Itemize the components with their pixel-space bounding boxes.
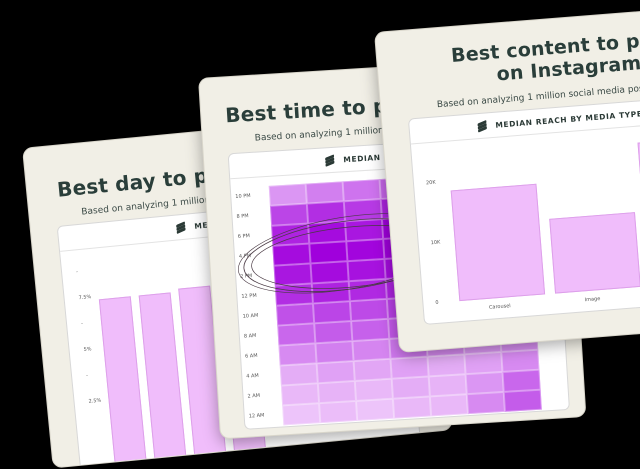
x-tick-label: W — [374, 424, 380, 430]
buffer-logo-icon — [175, 220, 187, 234]
heatmap-cell — [465, 371, 504, 395]
heatmap-cell — [353, 358, 392, 381]
y-tick-label: 5% — [83, 346, 92, 354]
y-tick-label: - — [85, 372, 89, 379]
heatmap-cell — [316, 361, 355, 384]
best-content-card: Best content to pos on Instagram Based o… — [374, 6, 640, 354]
reach-bar — [450, 183, 546, 302]
y-tick-label: 6 AM — [244, 352, 258, 360]
y-tick-label: 12 AM — [248, 412, 265, 420]
heatmap-cell — [319, 400, 358, 424]
heatmap-cell — [352, 338, 391, 362]
heatmap-cell — [503, 389, 542, 412]
x-tick-label: M — [300, 429, 305, 430]
heatmap-cell — [429, 394, 469, 417]
heatmap-cell — [356, 398, 395, 421]
heatmap-cell — [464, 351, 503, 375]
heatmap-cell — [280, 383, 320, 406]
y-tick-label: 10K — [430, 239, 441, 247]
heatmap-cell — [390, 356, 429, 379]
heatmap-cell — [428, 374, 467, 397]
heatmap-cell — [268, 183, 307, 206]
best-content-chart-title: MEDIAN REACH BY MEDIA TYPE — [495, 108, 640, 130]
reach-bar — [549, 212, 640, 294]
buffer-logo-icon — [324, 153, 336, 167]
heatmap-cell — [314, 321, 353, 344]
heatmap-cell — [282, 403, 321, 426]
heatmap-cell — [392, 396, 432, 419]
heatmap-cell — [278, 343, 317, 366]
heatmap-cell — [317, 380, 357, 404]
x-tick-label: S — [484, 417, 489, 425]
y-tick-label: 2.5% — [88, 397, 102, 405]
heatmap-cell — [351, 318, 390, 342]
y-tick-label: 2 AM — [247, 392, 261, 400]
y-tick-label: 20K — [425, 179, 436, 187]
y-tick-label: 10 PM — [235, 193, 251, 200]
heatmap-cell — [279, 363, 318, 386]
heatmap-cell — [466, 391, 505, 415]
heatmap-cell — [391, 376, 430, 399]
heatmap-cell — [501, 349, 540, 372]
heatmap-cell — [277, 323, 316, 346]
best-content-chart-panel: MEDIAN REACH BY MEDIA TYPE 20K 10K 0 Carous… — [407, 94, 640, 325]
heatmap-cell — [427, 354, 466, 377]
y-tick-label: - — [75, 269, 79, 276]
heatmap-cell — [315, 341, 354, 364]
buffer-logo-icon — [476, 119, 488, 133]
heatmap-cell — [354, 378, 393, 401]
heatmap-cell — [342, 179, 381, 202]
x-tick-label: Image — [584, 296, 601, 304]
y-tick-label: 0 — [435, 299, 439, 307]
x-tick-label: S — [521, 415, 526, 422]
y-tick-label: 8 AM — [243, 332, 257, 340]
heatmap-cell — [502, 369, 541, 392]
heatmap-cell — [305, 181, 344, 204]
y-tick-label: 7.5% — [78, 294, 92, 302]
x-tick-label: T — [337, 427, 340, 430]
y-tick-label: - — [80, 320, 84, 328]
x-tick-label: Carousel — [488, 303, 511, 311]
y-tick-label: 4 AM — [246, 372, 259, 380]
